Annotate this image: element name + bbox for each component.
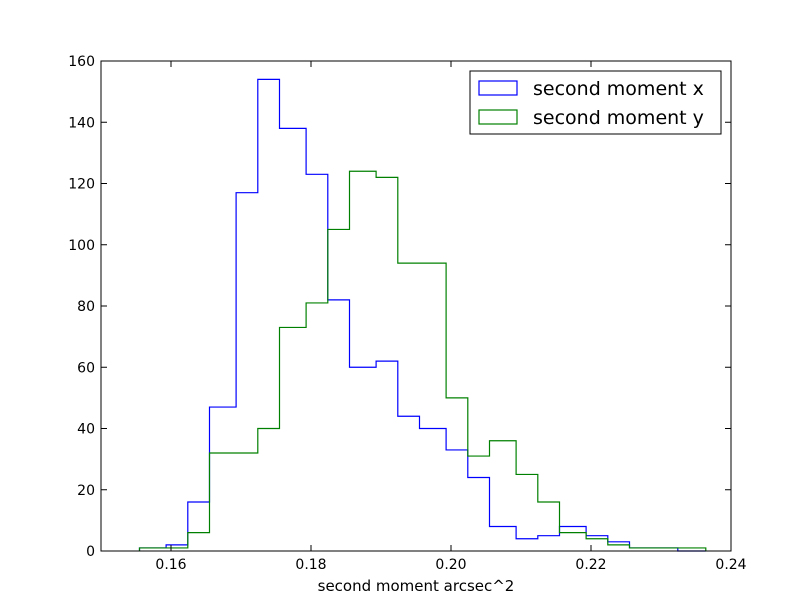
y-tick-label: 140 (68, 115, 95, 131)
series-2-outline (138, 170, 707, 551)
legend-swatch (478, 80, 518, 96)
x-tick-label: 0.22 (575, 557, 606, 573)
plot-area (101, 61, 731, 551)
y-tick-label: 20 (77, 483, 95, 499)
legend: second moment x second moment y (469, 70, 722, 135)
legend-label: second moment y (533, 107, 704, 129)
y-tick-label: 80 (77, 299, 95, 315)
y-tick-label: 60 (77, 360, 95, 376)
y-tick-label: 40 (77, 422, 95, 438)
x-tick-label: 0.20 (435, 557, 466, 573)
y-tick-label: 0 (86, 544, 95, 560)
series-1-outline (138, 78, 706, 552)
legend-swatch (478, 109, 518, 125)
y-tick-label: 160 (68, 54, 95, 70)
y-tick-label: 120 (68, 177, 95, 193)
y-tick-label: 100 (68, 238, 95, 254)
x-axis-label: second moment arcsec^2 (318, 577, 515, 595)
x-tick-label: 0.16 (155, 557, 186, 573)
legend-label: second moment x (533, 78, 704, 100)
y-axis-ticks: 0 20 40 60 80 100 120 140 160 (68, 54, 731, 560)
series-layer (138, 78, 707, 552)
x-axis-ticks: 0.16 0.18 0.20 0.22 0.24 (155, 61, 747, 573)
x-tick-label: 0.18 (295, 557, 326, 573)
x-tick-label: 0.24 (715, 557, 746, 573)
